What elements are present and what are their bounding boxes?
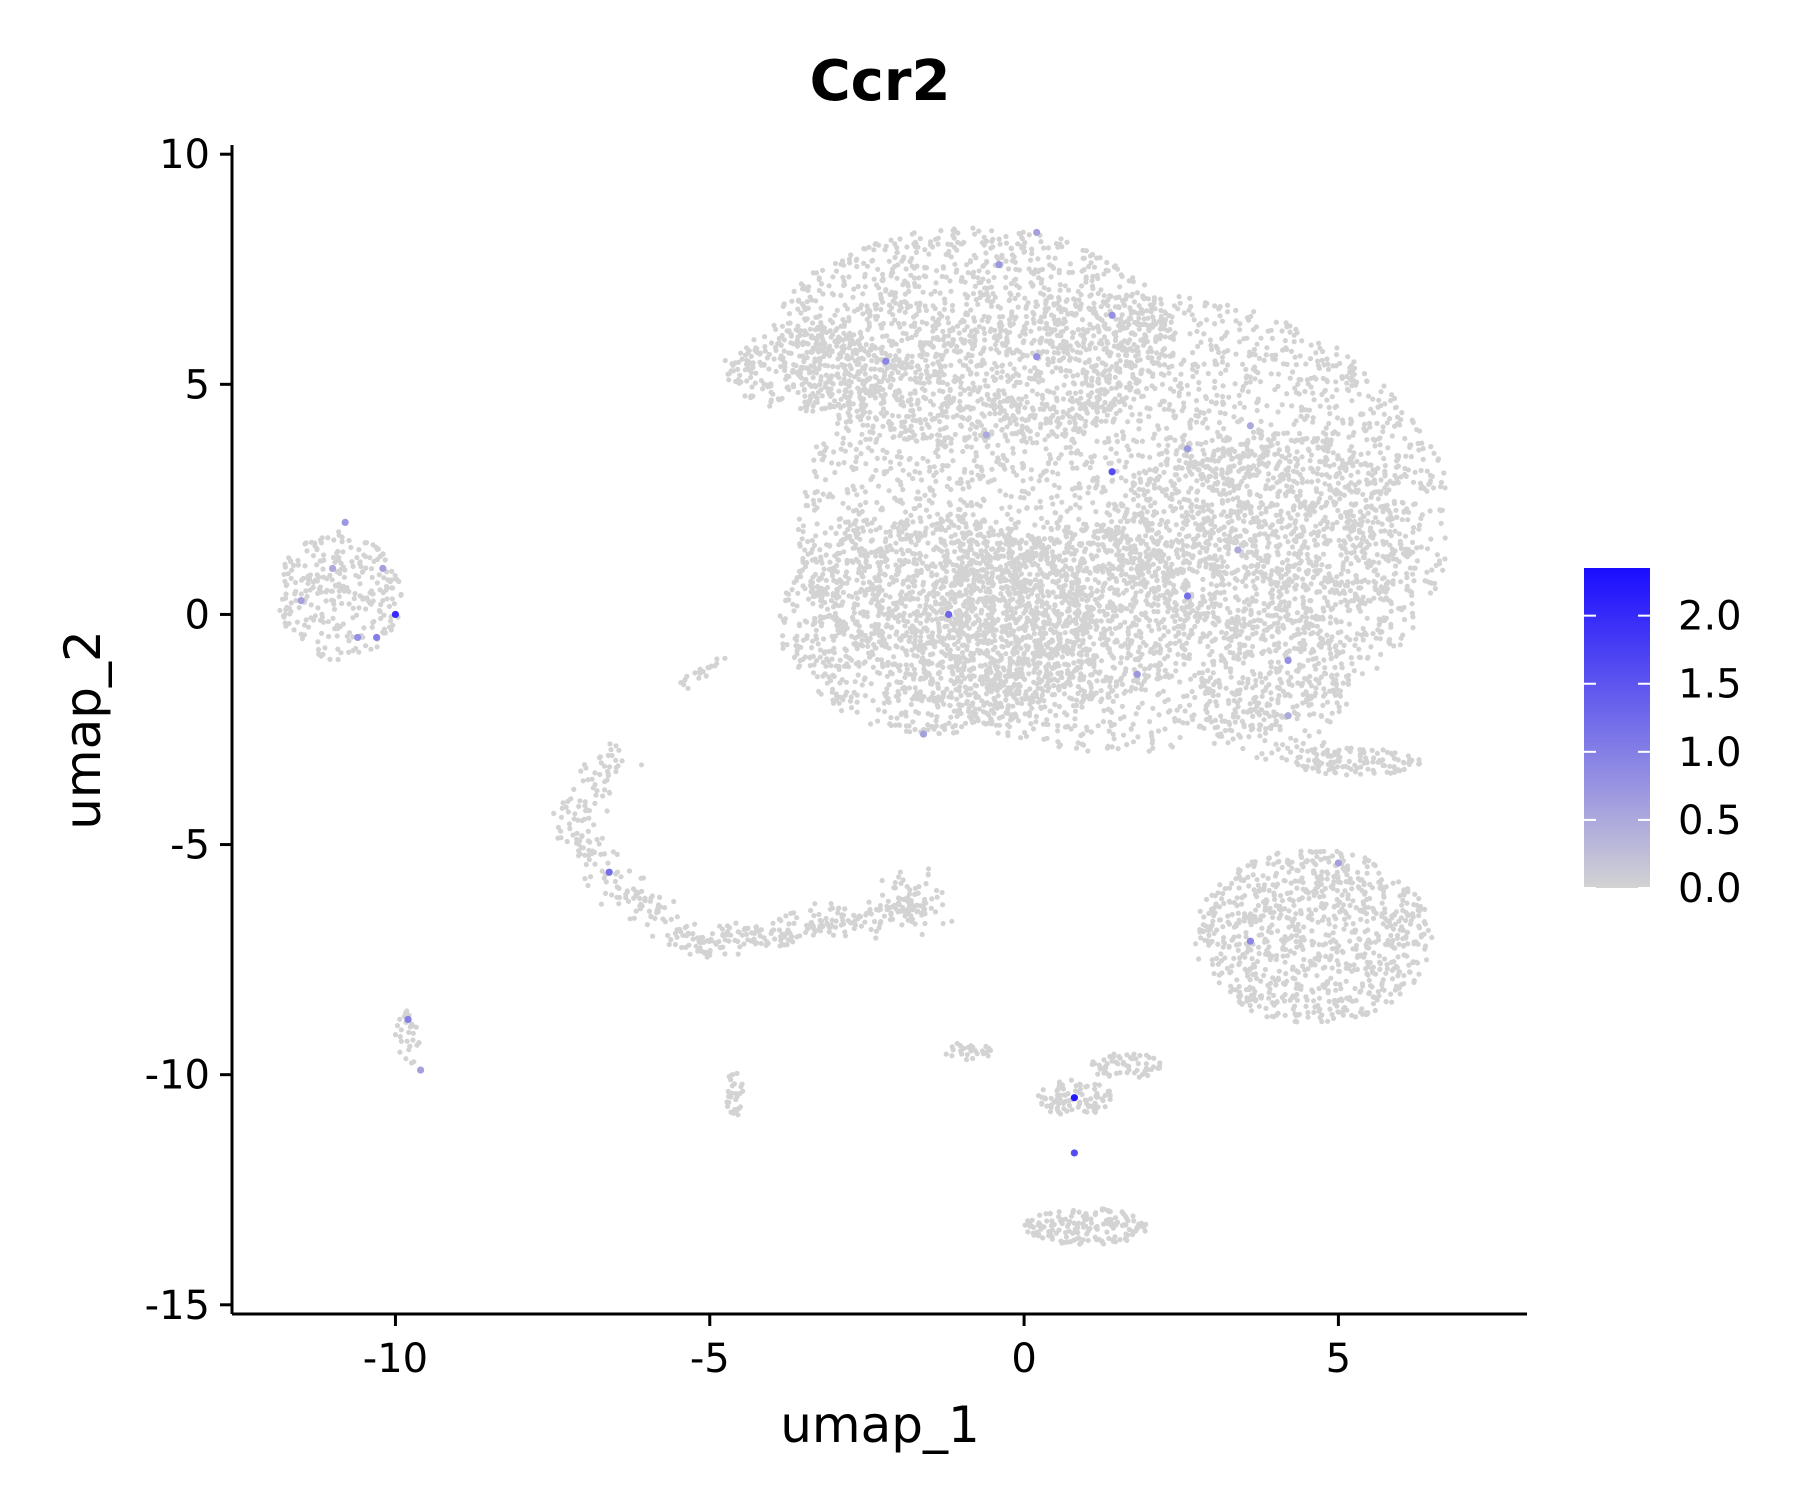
expressing-cells: [297, 228, 1343, 1157]
expressing-cell-point: [1108, 468, 1116, 476]
scatter-points: [277, 225, 1448, 1247]
colorbar-tick-label: 0.0: [1678, 866, 1742, 912]
x-tick-label: 5: [1326, 1336, 1351, 1382]
expressing-cell-point: [945, 610, 953, 619]
expressing-cell-point: [995, 261, 1003, 269]
expressing-cell-point: [605, 868, 613, 876]
y-tick-label: 0: [185, 592, 210, 638]
expressing-cell-point: [882, 357, 890, 365]
expressing-cell-point: [1033, 228, 1041, 237]
expressing-cell-point: [1234, 546, 1242, 554]
y-tick-label: 10: [159, 132, 210, 178]
expressing-cell-point: [1246, 422, 1254, 430]
expressing-cell-point: [1246, 937, 1254, 945]
expressing-cell-point: [1108, 311, 1116, 319]
x-tick-label: -5: [690, 1336, 730, 1382]
expressing-cell-point: [341, 518, 349, 526]
expressing-cell-point: [354, 633, 362, 642]
expressing-cell-point: [416, 1066, 425, 1074]
colorbar-tick-label: 0.5: [1678, 798, 1742, 844]
y-tick-label: 5: [185, 362, 210, 408]
expressing-cell-point: [1183, 592, 1192, 600]
expressing-cell-point: [391, 610, 400, 619]
x-tick-label: 0: [1011, 1336, 1036, 1382]
expressing-cell-point: [297, 597, 305, 605]
expressing-cell-point: [1070, 1094, 1078, 1102]
y-axis-ticks: 10 5 0 -5 -10 -15: [145, 132, 232, 1329]
y-tick-label: -10: [145, 1053, 210, 1099]
colorbar: [1584, 568, 1650, 888]
expressing-cell-point: [919, 730, 928, 738]
expressing-cell-point: [1284, 712, 1292, 720]
expressing-cell-point: [379, 564, 387, 573]
expressing-cell-point: [982, 431, 990, 439]
colorbar-tick-label: 1.5: [1678, 662, 1742, 708]
x-tick-label: -10: [363, 1336, 428, 1382]
cell-points: [277, 225, 1448, 1247]
x-axis-ticks: -10 -5 0 5: [363, 1314, 1351, 1382]
expressing-cell-point: [1033, 353, 1041, 361]
color-legend: 2.0 1.5 1.0 0.5 0.0: [1584, 568, 1742, 912]
expressing-cell-point: [372, 633, 381, 642]
expressing-cell-point: [1284, 656, 1292, 665]
colorbar-ticks: 2.0 1.5 1.0 0.5 0.0: [1584, 594, 1742, 912]
chart-title: Ccr2: [810, 49, 951, 114]
expressing-cell-point: [404, 1015, 412, 1024]
y-tick-label: -5: [170, 823, 210, 869]
colorbar-tick-label: 1.0: [1678, 730, 1742, 776]
expressing-cell-point: [328, 564, 337, 573]
expressing-cell-point: [1183, 445, 1192, 453]
y-axis-label: umap_2: [54, 630, 112, 830]
y-tick-label: -15: [145, 1283, 210, 1329]
x-axis-label: umap_1: [780, 1396, 980, 1454]
expressing-cell-point: [1070, 1149, 1078, 1157]
colorbar-tick-label: 2.0: [1678, 594, 1742, 640]
expressing-cell-point: [1334, 859, 1343, 867]
expressing-cell-point: [1133, 670, 1141, 678]
